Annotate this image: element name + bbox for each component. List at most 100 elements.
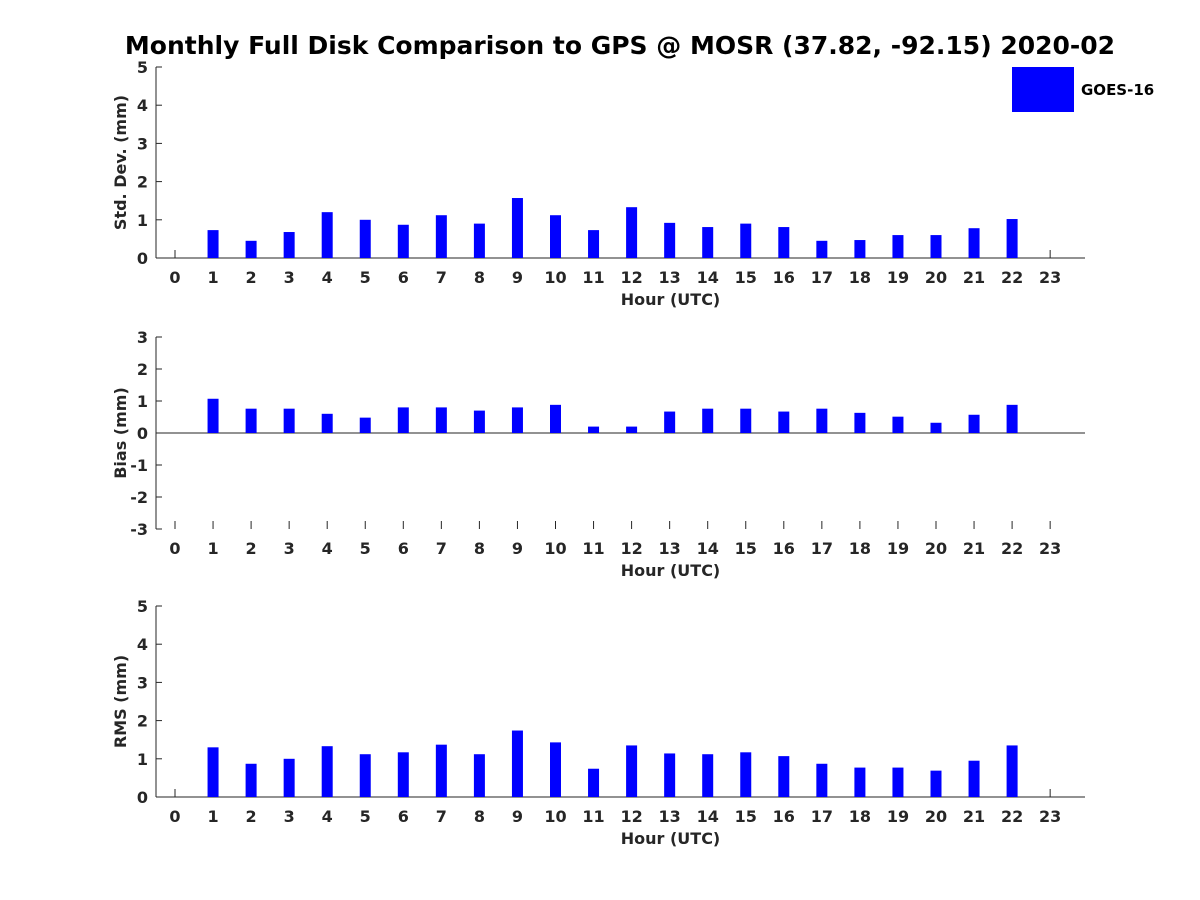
bar <box>854 412 866 433</box>
bar <box>588 426 600 433</box>
bar <box>245 240 257 258</box>
x-tick-label: 20 <box>925 807 947 826</box>
bar <box>892 235 904 258</box>
x-tick-label: 19 <box>887 539 909 558</box>
x-tick-label: 11 <box>582 807 604 826</box>
bar <box>359 754 371 797</box>
bar <box>1006 745 1018 797</box>
bar <box>702 227 714 258</box>
x-tick-label: 3 <box>284 807 295 826</box>
x-tick-label: 3 <box>284 268 295 287</box>
x-axis-label: Hour (UTC) <box>621 561 721 580</box>
x-tick-label: 7 <box>436 268 447 287</box>
x-tick-label: 17 <box>811 539 833 558</box>
bar <box>854 767 866 797</box>
legend: GOES-16 <box>1012 67 1154 112</box>
bar <box>321 413 333 433</box>
x-tick-label: 4 <box>322 268 333 287</box>
bar <box>245 763 257 797</box>
x-tick-label: 14 <box>697 807 719 826</box>
bar <box>550 742 561 797</box>
x-tick-label: 22 <box>1001 807 1023 826</box>
x-tick-label: 15 <box>735 268 757 287</box>
x-tick-label: 3 <box>284 539 295 558</box>
x-tick-label: 17 <box>811 807 833 826</box>
bar <box>854 240 866 258</box>
y-tick-label: -1 <box>130 456 148 475</box>
bar <box>473 754 485 797</box>
x-tick-label: 23 <box>1039 807 1061 826</box>
bar <box>435 215 447 258</box>
y-tick-label: 5 <box>137 58 148 77</box>
bar <box>740 752 752 797</box>
x-tick-label: 2 <box>246 268 257 287</box>
bar <box>207 230 219 258</box>
x-tick-label: 4 <box>322 539 333 558</box>
x-tick-label: 21 <box>963 268 985 287</box>
bar <box>245 408 257 433</box>
bar <box>930 422 942 433</box>
x-tick-label: 12 <box>620 807 642 826</box>
x-tick-label: 0 <box>169 268 180 287</box>
bar <box>702 754 714 797</box>
x-tick-label: 12 <box>620 539 642 558</box>
x-tick-label: 6 <box>398 807 409 826</box>
x-tick-label: 23 <box>1039 539 1061 558</box>
x-tick-label: 23 <box>1039 268 1061 287</box>
x-tick-label: 15 <box>735 807 757 826</box>
bar <box>397 407 409 433</box>
bar <box>968 760 980 797</box>
bar <box>930 770 942 797</box>
bar <box>283 758 295 797</box>
y-axis-label: Std. Dev. (mm) <box>111 95 130 230</box>
x-tick-label: 6 <box>398 268 409 287</box>
bar <box>283 232 295 258</box>
bar <box>207 398 219 433</box>
bar <box>778 411 790 433</box>
x-tick-label: 18 <box>849 539 871 558</box>
bar <box>778 227 790 258</box>
bar <box>435 744 447 797</box>
bar <box>473 410 485 433</box>
y-tick-label: 2 <box>137 360 148 379</box>
x-tick-label: 20 <box>925 539 947 558</box>
bar <box>397 752 409 797</box>
x-tick-label: 11 <box>582 539 604 558</box>
y-tick-label: 4 <box>137 96 148 115</box>
x-tick-label: 4 <box>322 807 333 826</box>
bar <box>930 235 942 258</box>
x-tick-label: 16 <box>773 807 795 826</box>
x-axis-label: Hour (UTC) <box>621 290 721 309</box>
chart-title: Monthly Full Disk Comparison to GPS @ MO… <box>125 31 1115 60</box>
x-tick-label: 22 <box>1001 539 1023 558</box>
y-axis-label: RMS (mm) <box>111 655 130 748</box>
bar <box>397 224 409 258</box>
y-tick-label: 4 <box>137 635 148 654</box>
x-tick-label: 18 <box>849 807 871 826</box>
bar <box>321 212 333 258</box>
x-tick-label: 10 <box>544 539 566 558</box>
x-tick-label: 8 <box>474 268 485 287</box>
bar <box>283 408 295 433</box>
x-tick-label: 14 <box>697 539 719 558</box>
x-tick-label: 18 <box>849 268 871 287</box>
bar <box>588 768 600 797</box>
y-tick-label: 2 <box>137 173 148 192</box>
bar <box>359 219 371 258</box>
bar <box>511 730 523 797</box>
y-tick-label: 1 <box>137 211 148 230</box>
y-tick-label: 0 <box>137 424 148 443</box>
y-tick-label: 0 <box>137 249 148 268</box>
x-tick-label: 12 <box>620 268 642 287</box>
y-tick-label: 5 <box>137 597 148 616</box>
bar <box>550 215 561 258</box>
bar <box>702 408 714 433</box>
x-tick-label: 9 <box>512 268 523 287</box>
x-tick-label: 1 <box>207 268 218 287</box>
x-tick-label: 1 <box>207 807 218 826</box>
bar <box>968 414 980 433</box>
